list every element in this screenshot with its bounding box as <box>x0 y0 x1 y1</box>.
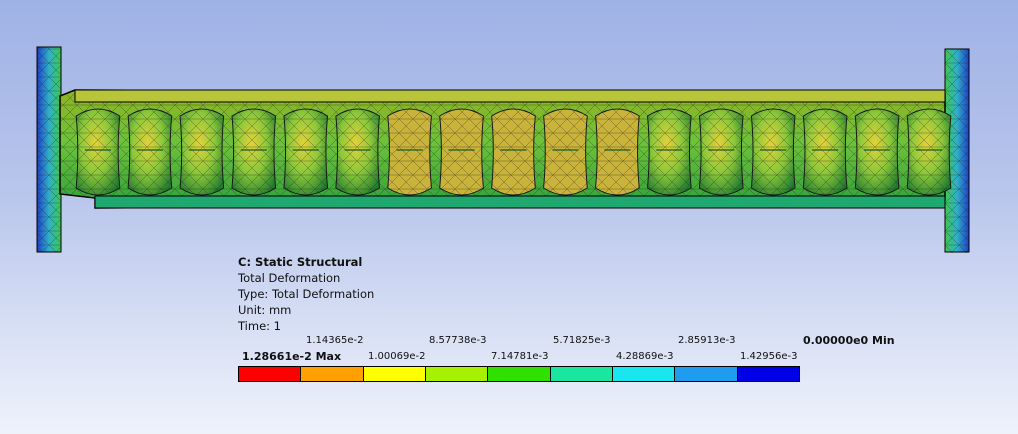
tick-label-top-1: 1.14365e-2 <box>306 335 364 346</box>
tick-label-top-3: 5.71825e-3 <box>553 335 611 346</box>
legend-type: Type: Total Deformation <box>238 287 375 301</box>
legend-result-name: Total Deformation <box>238 271 341 285</box>
legend-title: C: Static Structural <box>238 255 363 269</box>
bellow-6 <box>335 108 381 196</box>
legend-swatch-3 <box>363 367 426 381</box>
bellow-9 <box>491 108 536 196</box>
bellow-10 <box>543 108 588 196</box>
bellow-13 <box>698 108 744 196</box>
tick-label-bottom-5: 1.42956e-3 <box>740 351 798 362</box>
legend-swatch-8 <box>675 367 738 381</box>
bellow-15 <box>802 108 848 196</box>
bellow-1 <box>75 108 121 196</box>
legend-swatch-6 <box>550 367 613 381</box>
tick-label-max: 1.28661e-2 Max <box>242 350 342 363</box>
bellow-16 <box>854 108 900 196</box>
bellow-2 <box>127 108 173 196</box>
bellow-4 <box>231 108 277 196</box>
bellow-5 <box>283 108 329 196</box>
tick-label-min: 0.00000e0 Min <box>803 334 895 347</box>
legend-swatch-2 <box>301 367 364 381</box>
bellow-12 <box>646 108 692 196</box>
bellow-8 <box>439 108 484 196</box>
bellow-3 <box>179 108 225 196</box>
bellow-7 <box>387 108 432 196</box>
result-legend[interactable]: C: Static Structural Total Deformation T… <box>238 254 374 334</box>
tick-label-bottom-2: 1.00069e-2 <box>368 351 426 362</box>
legend-swatch-9 <box>737 367 799 381</box>
legend-unit: Unit: mm <box>238 303 292 317</box>
bottom-plate <box>94 195 946 209</box>
deformation-model[interactable] <box>0 0 1018 260</box>
tick-label-top-2: 8.57738e-3 <box>429 335 487 346</box>
left-flange-mesh <box>37 47 61 252</box>
legend-swatch-7 <box>612 367 676 381</box>
legend-swatch-5 <box>488 367 551 381</box>
legend-time: Time: 1 <box>238 319 281 333</box>
legend-swatch-4 <box>425 367 489 381</box>
legend-colorbar[interactable] <box>238 366 800 382</box>
tick-label-top-4: 2.85913e-3 <box>678 335 736 346</box>
legend-swatch-1 <box>239 367 302 381</box>
tick-label-bottom-4: 4.28869e-3 <box>616 351 674 362</box>
top-plate <box>74 89 946 103</box>
bellow-11 <box>595 108 640 196</box>
bellow-17 <box>906 108 952 196</box>
tick-label-bottom-3: 7.14781e-3 <box>491 351 549 362</box>
bellows-group <box>75 108 952 196</box>
bellow-14 <box>750 108 796 196</box>
